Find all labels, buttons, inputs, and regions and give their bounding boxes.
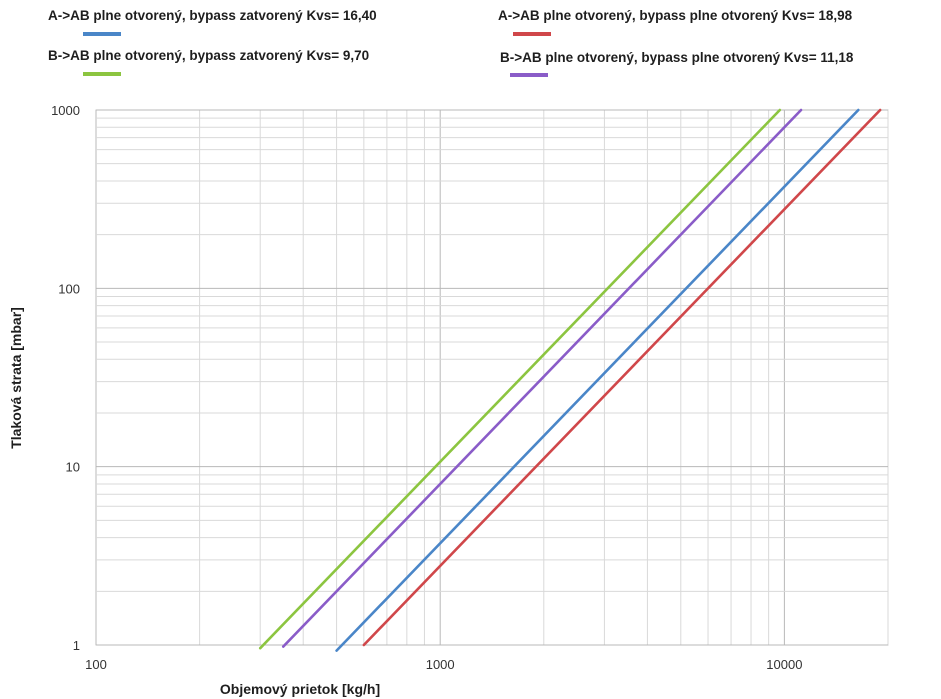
series-line-a-ab-bypass-closed	[335, 108, 860, 652]
series-line-a-ab-bypass-open	[362, 108, 882, 647]
x-tick-label: 1000	[426, 657, 455, 672]
series-lines	[258, 108, 882, 652]
x-tick-label: 10000	[766, 657, 802, 672]
y-tick-label: 1000	[51, 103, 80, 118]
legend-swatch-a-ab-bypass-open	[513, 32, 551, 36]
grid	[95, 109, 889, 646]
y-tick-label: 1	[73, 638, 80, 653]
plot-area	[95, 109, 889, 646]
legend-label-b-ab-bypass-open: B->AB plne otvorený, bypass plne otvoren…	[500, 50, 854, 65]
legend: A->AB plne otvorený, bypass zatvorený Kv…	[0, 0, 941, 90]
legend-swatch-a-ab-bypass-closed	[83, 32, 121, 36]
legend-label-b-ab-bypass-closed: B->AB plne otvorený, bypass zatvorený Kv…	[48, 48, 370, 63]
y-tick-label: 10	[66, 460, 80, 475]
y-axis-label: Tlaková strata [mbar]	[8, 307, 24, 449]
legend-label-a-ab-bypass-open: A->AB plne otvorený, bypass plne otvoren…	[498, 8, 853, 23]
legend-swatch-b-ab-bypass-closed	[83, 72, 121, 76]
legend-label-a-ab-bypass-closed: A->AB plne otvorený, bypass zatvorený Kv…	[48, 8, 377, 23]
x-tick-label: 100	[85, 657, 107, 672]
series-line-b-ab-bypass-closed	[258, 108, 782, 650]
y-tick-label: 100	[58, 281, 80, 296]
legend-swatch-b-ab-bypass-open	[510, 73, 548, 77]
tick-labels: 100 1000 10000 1 10 100 1000	[51, 103, 802, 672]
series-line-b-ab-bypass-open	[281, 108, 803, 648]
x-axis-label: Objemový prietok [kg/h]	[220, 681, 380, 697]
